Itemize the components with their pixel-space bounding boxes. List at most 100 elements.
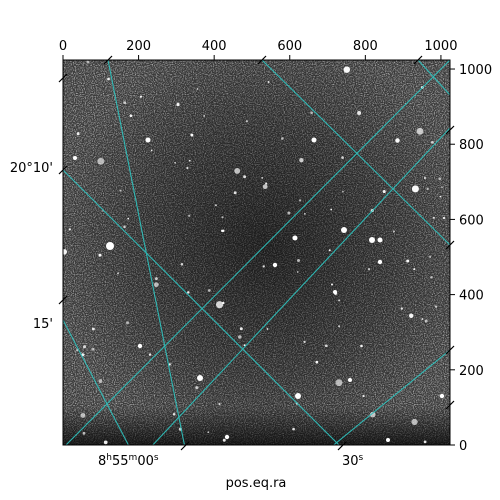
sky-image (63, 60, 450, 445)
star (188, 214, 191, 217)
right-tick-label: 600 (459, 213, 484, 228)
star (123, 101, 127, 104)
star (221, 216, 224, 219)
star (281, 137, 284, 140)
bright-star (106, 242, 114, 250)
coordinate-grid (63, 60, 450, 445)
star (168, 363, 171, 366)
star (63, 249, 68, 255)
star (310, 111, 313, 115)
star (91, 327, 95, 331)
star (117, 272, 119, 275)
grid-edge-tick (58, 165, 68, 175)
grid-line (63, 319, 130, 445)
star (125, 321, 130, 325)
stars (63, 60, 446, 445)
star (299, 157, 304, 163)
star (434, 305, 438, 308)
grid-edge-tick (337, 441, 347, 451)
star (324, 344, 328, 348)
star (298, 199, 302, 202)
star (196, 88, 199, 90)
star (239, 327, 243, 331)
top-tick-label: 1000 (424, 39, 457, 54)
star (328, 249, 331, 252)
star (203, 115, 206, 117)
bright-star (272, 262, 278, 268)
grid-line (107, 60, 185, 445)
star (245, 120, 249, 123)
bright-star (341, 227, 347, 233)
star (91, 347, 95, 351)
bright-star (369, 237, 375, 243)
star (188, 159, 191, 162)
star (214, 204, 217, 207)
star (335, 379, 343, 387)
bright-star (439, 393, 445, 399)
grid-edge-tick (445, 345, 455, 355)
star (207, 289, 211, 292)
bright-star (311, 137, 317, 143)
star (296, 271, 299, 273)
star (83, 345, 87, 349)
grid-edge-tick (445, 125, 455, 135)
star (148, 353, 152, 356)
star (262, 265, 265, 268)
star (98, 253, 102, 257)
star (424, 319, 428, 323)
star (423, 176, 427, 180)
star (186, 166, 189, 170)
star (174, 162, 176, 164)
star (98, 379, 103, 383)
bright-star (386, 438, 390, 442)
star (222, 301, 225, 305)
star (382, 189, 386, 194)
star (195, 386, 199, 390)
bright-star (73, 156, 77, 160)
star (153, 282, 159, 288)
bright-star (348, 378, 352, 382)
grid-line (332, 349, 450, 445)
grid-edge-tick (257, 55, 267, 65)
grid-line (152, 127, 450, 445)
star (216, 301, 224, 309)
star (292, 427, 295, 431)
star (423, 440, 427, 444)
right-tick-label: 0 (459, 439, 467, 454)
star (221, 229, 225, 232)
star (107, 77, 110, 81)
top-tick-label: 0 (59, 39, 67, 54)
star (421, 318, 424, 320)
ra-tick-labels: 8h55m00s 30s (98, 453, 364, 469)
star (261, 176, 264, 179)
star (338, 325, 341, 328)
star (341, 156, 344, 159)
star (393, 230, 395, 233)
grid-line (65, 60, 450, 445)
grid-edge-tick (445, 400, 455, 410)
star (369, 411, 376, 418)
bright-star (333, 290, 337, 294)
star (304, 213, 306, 215)
star (343, 66, 351, 73)
star (315, 360, 319, 364)
star (207, 431, 210, 434)
star (338, 299, 341, 302)
grid-edge-tick (445, 240, 455, 250)
star (154, 277, 158, 281)
grid-line (417, 60, 450, 96)
star (238, 335, 242, 339)
star (400, 307, 404, 310)
star (416, 127, 424, 135)
star (296, 258, 301, 263)
star (176, 102, 180, 107)
bright-star (377, 259, 383, 265)
star (97, 157, 105, 165)
bright-star (377, 237, 383, 243)
star (187, 291, 190, 294)
star (123, 225, 126, 229)
star (150, 149, 153, 152)
star (432, 216, 435, 219)
star (331, 283, 333, 286)
